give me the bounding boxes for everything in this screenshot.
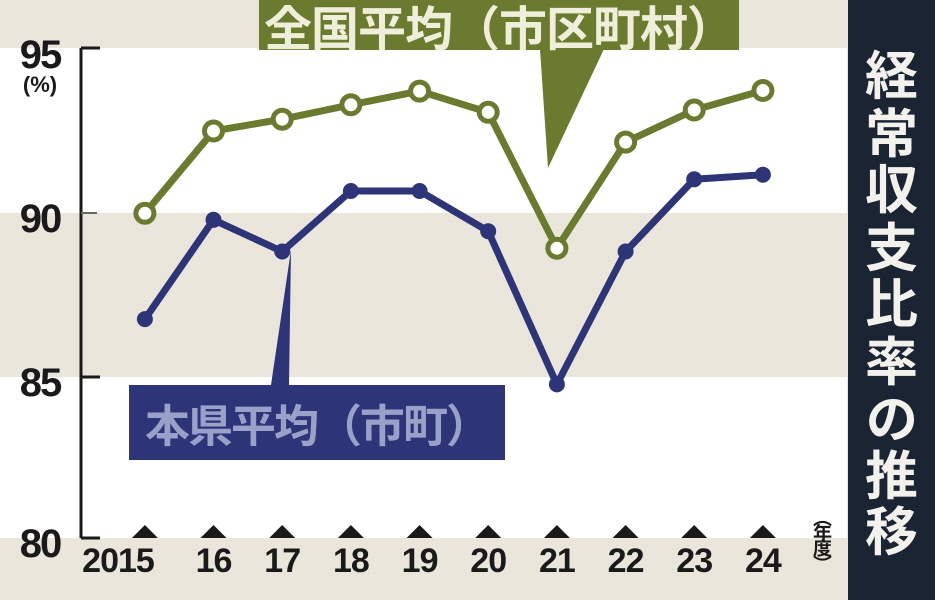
- svg-text:21: 21: [539, 542, 575, 580]
- svg-text:80: 80: [20, 522, 61, 566]
- svg-text:90: 90: [20, 197, 61, 241]
- svg-text:24: 24: [745, 542, 782, 580]
- svg-text:23: 23: [676, 542, 712, 580]
- svg-text:17: 17: [264, 542, 300, 580]
- svg-text:19: 19: [402, 542, 438, 580]
- svg-text:22: 22: [608, 542, 644, 580]
- svg-text:85: 85: [20, 361, 62, 405]
- svg-text:2015: 2015: [82, 542, 154, 580]
- svg-text:95: 95: [20, 33, 62, 77]
- svg-text:18: 18: [333, 542, 369, 580]
- svg-text:20: 20: [470, 542, 506, 580]
- svg-text:16: 16: [196, 542, 232, 580]
- svg-text:(%): (%): [23, 72, 57, 97]
